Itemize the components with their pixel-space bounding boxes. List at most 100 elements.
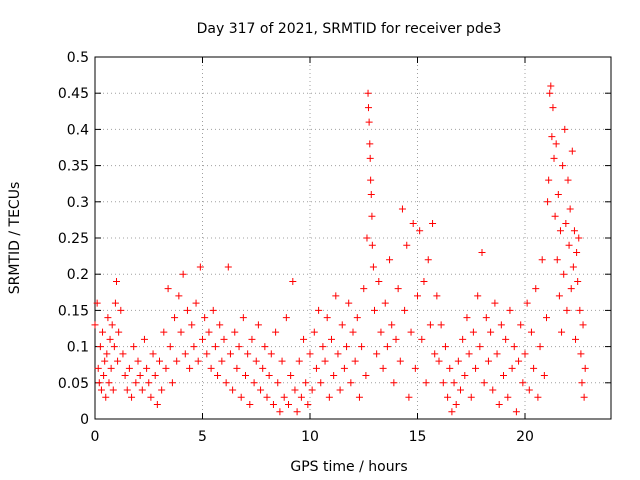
data-point — [474, 292, 482, 300]
data-point — [177, 328, 185, 336]
data-point — [220, 335, 228, 343]
data-point — [377, 328, 385, 336]
data-point — [130, 343, 138, 351]
data-point — [353, 314, 361, 322]
data-point — [143, 364, 151, 372]
data-point — [235, 343, 243, 351]
data-point — [334, 350, 342, 358]
data-point — [111, 299, 119, 307]
data-point — [254, 321, 262, 329]
data-point — [565, 241, 573, 249]
data-point — [168, 379, 176, 387]
data-point — [291, 386, 299, 394]
data-point — [114, 357, 122, 365]
data-point — [351, 357, 359, 365]
y-tick-label: 0.25 — [58, 231, 89, 247]
data-point — [282, 314, 290, 322]
data-point — [429, 220, 437, 228]
data-point — [149, 350, 157, 358]
data-point — [388, 321, 396, 329]
data-point — [214, 372, 222, 380]
data-point — [480, 379, 488, 387]
data-point — [237, 393, 245, 401]
data-point — [267, 350, 275, 358]
data-point — [338, 321, 346, 329]
data-point — [579, 321, 587, 329]
data-point — [551, 212, 559, 220]
data-point — [99, 328, 107, 336]
data-point — [527, 328, 535, 336]
x-tick-label: 5 — [198, 429, 207, 445]
data-point — [259, 364, 267, 372]
grid-lines — [95, 57, 611, 419]
data-point — [500, 372, 507, 380]
data-point — [576, 306, 584, 314]
data-point — [368, 241, 376, 249]
data-point — [364, 89, 372, 97]
data-point — [437, 321, 445, 329]
data-point — [364, 104, 372, 112]
data-point — [166, 343, 174, 351]
data-point — [411, 364, 419, 372]
data-point — [162, 364, 170, 372]
data-point — [102, 393, 110, 401]
data-point — [457, 386, 464, 394]
data-point — [465, 350, 473, 358]
data-point — [205, 328, 213, 336]
y-tick-label: 0.3 — [67, 195, 89, 211]
data-point — [246, 401, 254, 409]
data-point — [242, 372, 249, 380]
data-point — [495, 401, 503, 409]
y-tick-label: 0.45 — [58, 86, 89, 102]
chart-title: Day 317 of 2021, SRMTID for receiver pde… — [197, 21, 502, 37]
data-point — [422, 379, 430, 387]
data-point — [519, 379, 527, 387]
data-point — [517, 321, 525, 329]
data-point — [547, 82, 555, 90]
data-point — [153, 401, 161, 409]
data-point — [446, 364, 454, 372]
data-point — [543, 314, 550, 322]
data-point — [478, 248, 486, 256]
data-point — [216, 321, 224, 329]
data-point — [203, 350, 211, 358]
data-point — [369, 263, 377, 271]
data-point — [105, 379, 113, 387]
data-point — [448, 408, 456, 416]
data-point — [375, 277, 383, 285]
data-point — [450, 379, 458, 387]
data-point — [454, 357, 462, 365]
data-point — [287, 372, 295, 380]
data-point — [147, 393, 155, 401]
data-point — [289, 277, 297, 285]
plot-border — [94, 56, 612, 420]
data-point — [285, 401, 292, 409]
data-point — [515, 357, 523, 365]
data-point — [280, 393, 288, 401]
data-point — [194, 357, 202, 365]
data-point — [502, 335, 510, 343]
data-point — [104, 314, 112, 322]
data-point — [222, 379, 230, 387]
data-point — [416, 227, 424, 235]
data-point — [554, 191, 562, 199]
data-point — [390, 379, 398, 387]
data-point — [125, 364, 133, 372]
y-tick-label: 0.35 — [58, 159, 89, 175]
data-point — [405, 393, 413, 401]
data-point — [156, 357, 163, 365]
data-point — [523, 299, 531, 307]
data-point — [171, 314, 179, 322]
data-point — [355, 393, 363, 401]
y-tick-label: 0.4 — [67, 122, 89, 138]
y-tick-label: 0.5 — [67, 50, 89, 66]
data-point — [186, 364, 194, 372]
data-point — [568, 147, 576, 155]
data-point — [561, 125, 569, 133]
data-point — [548, 133, 556, 141]
data-point — [577, 350, 585, 358]
data-point — [224, 263, 232, 271]
y-axis-label: SRMTID / TECUs — [7, 182, 23, 295]
data-point — [349, 328, 357, 336]
data-point — [201, 314, 209, 322]
